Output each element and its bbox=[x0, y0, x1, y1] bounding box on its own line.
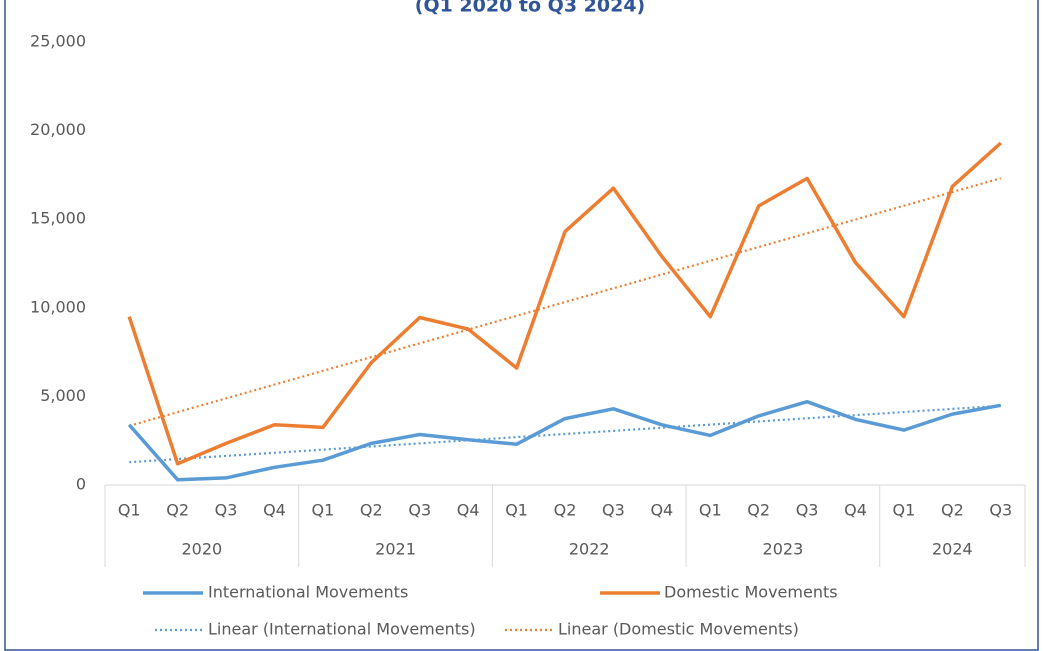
legend-label: Linear (Domestic Movements) bbox=[558, 620, 799, 639]
y-tick-label: 0 bbox=[76, 475, 86, 494]
x-tick-label: Q4 bbox=[650, 501, 673, 520]
x-tick-label: Q3 bbox=[602, 501, 625, 520]
x-group-label: 2020 bbox=[181, 540, 222, 559]
legend-label: Domestic Movements bbox=[664, 583, 838, 602]
y-tick-label: 15,000 bbox=[30, 209, 86, 228]
x-tick-label: Q2 bbox=[747, 501, 770, 520]
x-tick-label: Q1 bbox=[505, 501, 528, 520]
chart-border bbox=[4, 0, 1039, 651]
x-group-label: 2022 bbox=[569, 540, 610, 559]
y-tick-label: 25,000 bbox=[30, 32, 86, 51]
x-group-label: 2023 bbox=[763, 540, 804, 559]
x-tick-label: Q2 bbox=[360, 501, 383, 520]
x-tick-label: Q3 bbox=[796, 501, 819, 520]
chart-title: (Q1 2020 to Q3 2024) bbox=[415, 0, 645, 17]
legend-label: Linear (International Movements) bbox=[208, 620, 476, 639]
x-tick-label: Q3 bbox=[989, 501, 1012, 520]
series-line bbox=[127, 399, 1002, 482]
legend-label: International Movements bbox=[208, 583, 408, 602]
x-tick-label: Q4 bbox=[263, 501, 286, 520]
y-tick-label: 5,000 bbox=[40, 386, 86, 405]
x-tick-label: Q2 bbox=[166, 501, 189, 520]
x-tick-label: Q3 bbox=[408, 501, 431, 520]
y-tick-label: 10,000 bbox=[30, 297, 86, 316]
y-tick-label: 20,000 bbox=[30, 120, 86, 139]
x-tick-label: Q1 bbox=[312, 501, 335, 520]
x-tick-label: Q3 bbox=[215, 501, 238, 520]
x-tick-label: Q2 bbox=[941, 501, 964, 520]
x-tick-label: Q2 bbox=[554, 501, 577, 520]
x-tick-label: Q1 bbox=[699, 501, 722, 520]
trendline bbox=[128, 177, 1002, 427]
x-tick-label: Q4 bbox=[844, 501, 867, 520]
x-group-label: 2021 bbox=[375, 540, 416, 559]
x-group-label: 2024 bbox=[932, 540, 973, 559]
trendline bbox=[129, 404, 1001, 464]
x-tick-label: Q4 bbox=[457, 501, 480, 520]
x-tick-label: Q1 bbox=[893, 501, 916, 520]
x-tick-label: Q1 bbox=[118, 501, 141, 520]
series-line bbox=[127, 141, 1002, 466]
